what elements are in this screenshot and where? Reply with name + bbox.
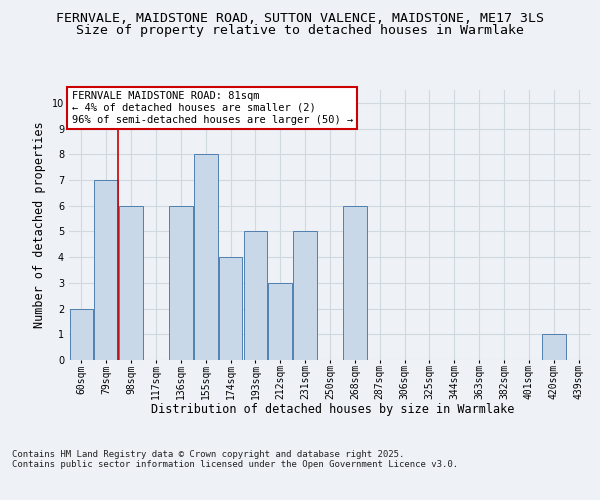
Bar: [70, 308, 93, 360]
Bar: [268, 283, 292, 360]
Text: Size of property relative to detached houses in Warmlake: Size of property relative to detached ho…: [76, 24, 524, 37]
Bar: [194, 154, 218, 360]
Text: FERNVALE, MAIDSTONE ROAD, SUTTON VALENCE, MAIDSTONE, ME17 3LS: FERNVALE, MAIDSTONE ROAD, SUTTON VALENCE…: [56, 12, 544, 26]
Bar: [94, 180, 118, 360]
Bar: [119, 206, 143, 360]
Bar: [244, 232, 267, 360]
Bar: [542, 334, 566, 360]
Text: Distribution of detached houses by size in Warmlake: Distribution of detached houses by size …: [151, 402, 515, 415]
Bar: [293, 232, 317, 360]
Text: FERNVALE MAIDSTONE ROAD: 81sqm
← 4% of detached houses are smaller (2)
96% of se: FERNVALE MAIDSTONE ROAD: 81sqm ← 4% of d…: [71, 92, 353, 124]
Text: Contains HM Land Registry data © Crown copyright and database right 2025.
Contai: Contains HM Land Registry data © Crown c…: [12, 450, 458, 469]
Bar: [343, 206, 367, 360]
Bar: [169, 206, 193, 360]
Y-axis label: Number of detached properties: Number of detached properties: [34, 122, 46, 328]
Bar: [219, 257, 242, 360]
